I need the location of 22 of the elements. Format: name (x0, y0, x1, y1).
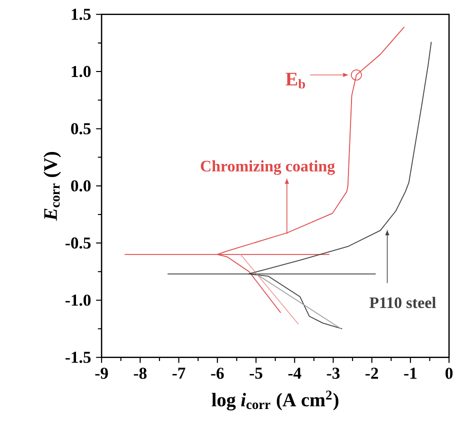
x-tick-label: -5 (250, 368, 262, 379)
x-axis-title: log i$_{corr}$ (A cm$^{2}$) (212, 390, 338, 410)
x-tick-label: -2 (366, 368, 378, 379)
y-tick-label: -0.5 (66, 237, 91, 249)
y-tick-label: 0.5 (71, 122, 91, 134)
annotation: E$_{b}$ (286, 72, 306, 88)
x-tick-label: -4 (288, 368, 302, 379)
x-tick-label: 0 (446, 368, 453, 379)
x-tick-label: -8 (134, 368, 147, 379)
x-tick-label: -9 (95, 368, 108, 379)
x-tick-label: -7 (172, 368, 186, 378)
x-tick-label: -1 (404, 368, 417, 379)
y-tick-label: -1.5 (66, 352, 91, 363)
y-tick-label: -1.0 (66, 294, 91, 306)
y-tick-label: 1.0 (72, 66, 91, 78)
x-tick-label: -3 (326, 368, 340, 379)
y-tick-label: 0.0 (71, 180, 91, 192)
series-label: Chromizing coating (200, 160, 335, 175)
y-tick-label: 1.5 (72, 8, 91, 20)
y-axis-title: E$_{corr}$ (V) (44, 152, 61, 221)
text: P110 steel (370, 296, 436, 308)
x-tick-label: -6 (211, 368, 224, 379)
